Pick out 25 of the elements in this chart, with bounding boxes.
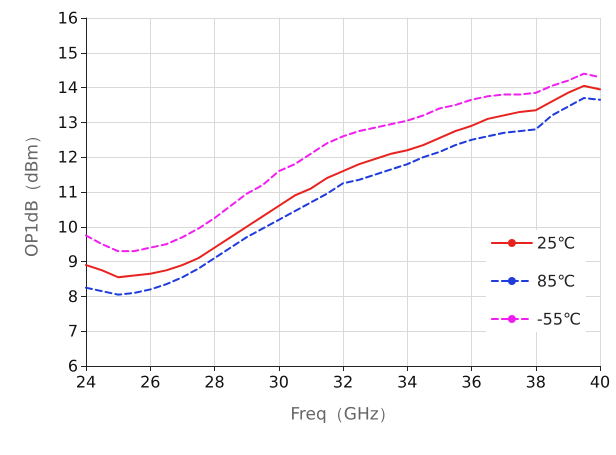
y-tick-label: 15 <box>58 43 78 62</box>
x-tick-label: 38 <box>526 372 546 392</box>
y-tick-label: 10 <box>58 217 78 236</box>
x-tick-label: 32 <box>332 372 354 392</box>
x-tick-label: 40 <box>590 372 610 392</box>
y-tick-label: 8 <box>68 286 78 306</box>
y-tick-label: 7 <box>68 322 78 341</box>
x-tick-label: 30 <box>268 372 289 392</box>
x-tick-label: 28 <box>204 372 225 392</box>
x-tick-label: 26 <box>140 372 160 392</box>
y-tick-label: 16 <box>58 8 78 28</box>
y-tick-label: 11 <box>58 182 78 202</box>
legend-label: 25℃ <box>536 234 576 252</box>
x-axis-title: Freq（GHz） <box>290 404 396 424</box>
y-tick-label: 14 <box>58 78 78 98</box>
y-tick-label: 13 <box>58 112 78 132</box>
y-tick-label: 12 <box>58 148 78 167</box>
y-axis-title: OP1dB（dBm） <box>22 127 42 257</box>
x-tick-label: 34 <box>397 372 418 392</box>
x-tick-label: 36 <box>461 372 482 392</box>
legend-label: 85℃ <box>536 272 576 290</box>
x-tick-label: 24 <box>76 372 96 392</box>
y-tick-label: 9 <box>68 252 78 272</box>
y-tick-label: 6 <box>68 356 78 376</box>
legend-label: -55℃ <box>536 310 582 328</box>
